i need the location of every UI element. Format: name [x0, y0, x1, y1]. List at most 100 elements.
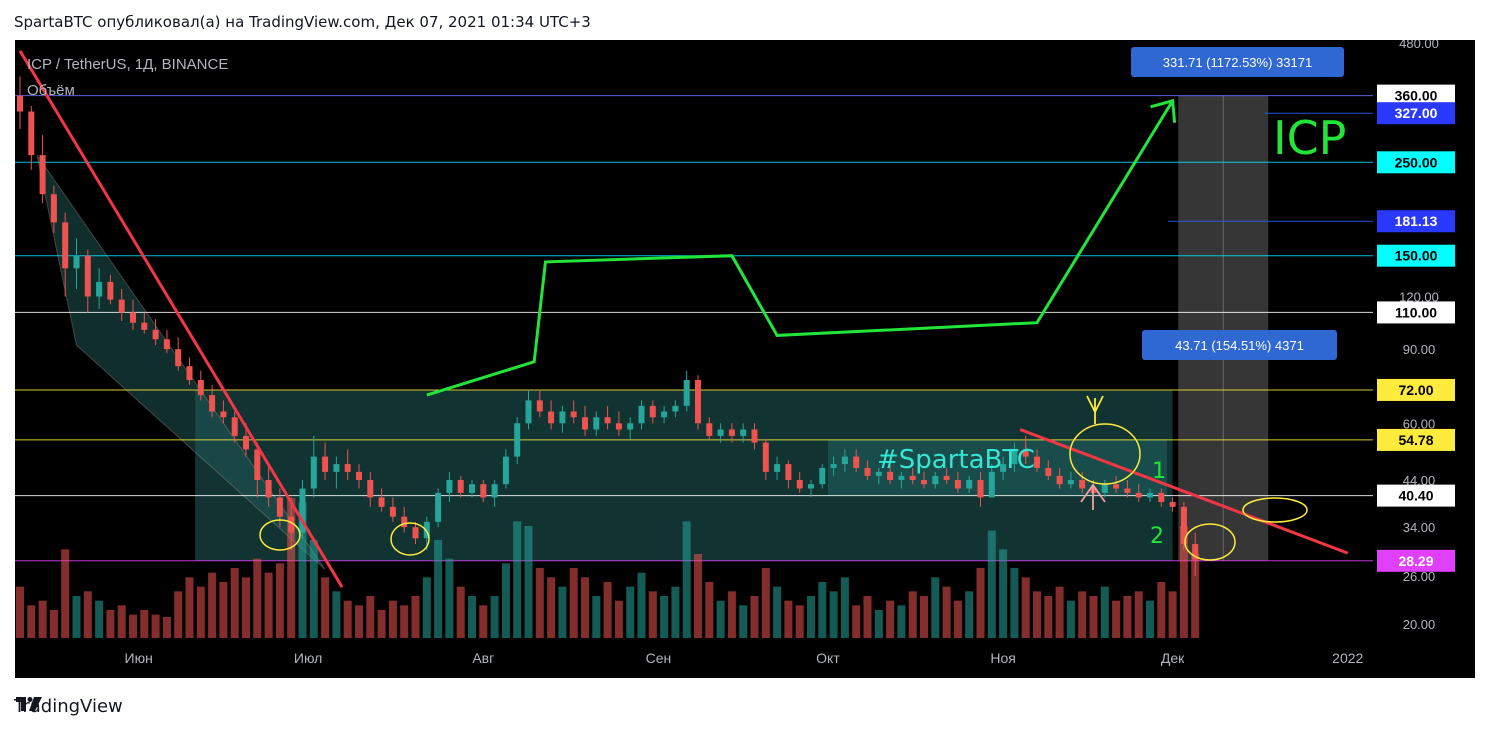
candle-body: [988, 471, 995, 498]
chart-area[interactable]: 1 2 #SpartaBTC ICP 331.71 (1172.53%) 33171 43…: [15, 40, 1475, 678]
candle: [966, 475, 973, 493]
candle: [435, 488, 442, 528]
volume-bar: [874, 610, 883, 638]
annotation-up-arrow-icon: [1080, 483, 1106, 503]
volume-bar: [38, 600, 47, 638]
volume-bar: [162, 617, 171, 638]
candle: [1124, 480, 1131, 498]
candle-body: [1000, 464, 1007, 472]
candle-body: [389, 506, 396, 517]
candle-body: [604, 417, 611, 424]
candle-body: [966, 480, 973, 489]
level-label: 250.00: [1395, 154, 1438, 170]
candle-body: [62, 222, 69, 269]
candle-body: [220, 411, 227, 418]
level-label: 54.78: [1398, 432, 1433, 448]
x-tick-label: Июн: [125, 650, 153, 666]
candle: [887, 464, 894, 485]
candle-body: [887, 471, 894, 481]
candlestick-chart[interactable]: 1 2 #SpartaBTC ICP 331.71 (1172.53%) 33171 43…: [15, 40, 1475, 678]
candle: [525, 389, 532, 430]
candle: [118, 289, 125, 321]
volume-bar: [1033, 591, 1041, 638]
volume-bar: [648, 591, 657, 638]
candle-body: [39, 155, 46, 195]
candle-body: [683, 380, 690, 406]
candle: [333, 456, 340, 489]
volume-bar: [309, 540, 318, 638]
candle: [785, 460, 792, 489]
volume-bar: [1078, 591, 1087, 638]
volume-bar: [275, 563, 284, 638]
candle-body: [502, 456, 509, 485]
candle-body: [322, 456, 329, 472]
candle: [1135, 484, 1142, 503]
candle: [265, 464, 272, 507]
volume-bar: [671, 586, 680, 638]
x-tick-label: Ноя: [990, 650, 1015, 666]
candle-body: [728, 429, 735, 436]
candle: [469, 480, 475, 498]
volume-bar: [1168, 591, 1177, 638]
x-tick-label: Авг: [472, 650, 494, 666]
candle-body: [977, 480, 984, 498]
volume-bar: [829, 591, 838, 638]
volume-bar: [196, 586, 205, 638]
volume-bar: [840, 577, 849, 638]
annotation-ellipse: [1184, 523, 1236, 561]
candle: [1147, 488, 1153, 503]
y-tick-label: 480.00: [1399, 40, 1439, 51]
candle-body: [1045, 467, 1052, 476]
candle-body: [1135, 492, 1142, 498]
annotations: [259, 395, 1308, 561]
candle-body: [152, 329, 159, 340]
candle-body: [762, 442, 769, 472]
candle: [604, 405, 611, 430]
volume-bar: [366, 596, 375, 638]
x-tick-label: Окт: [816, 650, 840, 666]
volume-bar: [456, 586, 465, 638]
volume-bar: [185, 577, 194, 638]
candle: [457, 475, 464, 498]
candle-body: [356, 471, 362, 481]
candle: [254, 442, 261, 498]
candle-body: [163, 339, 170, 350]
volume-bar: [388, 600, 397, 638]
volume-bar: [61, 549, 70, 638]
candle: [152, 319, 159, 346]
volume-bar: [1123, 596, 1132, 638]
level-label: 360.00: [1395, 88, 1438, 104]
candle-body: [333, 464, 340, 472]
forecast-path: [426, 99, 1174, 397]
candle: [921, 471, 927, 489]
volume-bar: [660, 596, 669, 638]
candle-body: [785, 464, 792, 481]
candle-body: [615, 423, 622, 430]
volume-bar: [852, 605, 861, 638]
volume-bar: [682, 521, 691, 638]
candle: [423, 516, 430, 551]
candle-body: [593, 417, 600, 430]
candle-body: [909, 475, 916, 481]
candle: [50, 185, 57, 233]
forecast-arrowhead: [1150, 98, 1177, 123]
volume-bar: [535, 568, 544, 638]
candle-body: [638, 405, 645, 424]
volume-bar: [27, 605, 36, 638]
volume-bar: [761, 568, 770, 638]
candle-body: [796, 480, 803, 489]
candle-body: [1180, 506, 1187, 545]
candle: [356, 464, 362, 489]
candle: [841, 449, 848, 472]
level-label-box: [1377, 102, 1455, 125]
volume-bar: [83, 591, 92, 638]
candle-body: [491, 484, 498, 498]
volume-bar: [558, 586, 567, 638]
level-label-box: [1377, 549, 1455, 572]
footer: TradingView: [14, 694, 123, 718]
volume-bar: [343, 600, 352, 638]
candle: [898, 471, 905, 489]
candle-body: [898, 475, 905, 481]
candle-body: [209, 395, 216, 412]
